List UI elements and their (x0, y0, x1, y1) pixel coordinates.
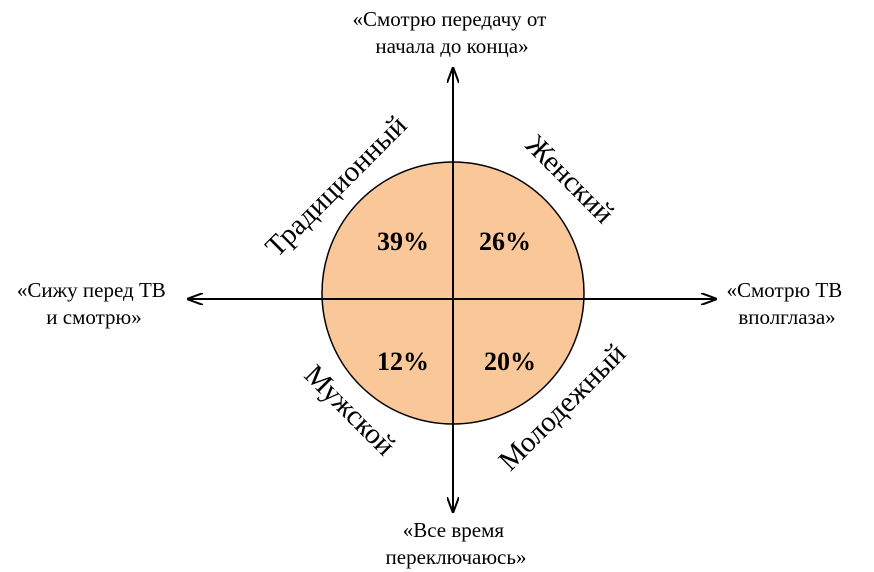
axis-label-right: «Смотрю ТВ вполглаза» (727, 278, 848, 329)
percent-top-left: 39% (377, 227, 429, 256)
axis-label-top: «Смотрю передачу от начала до конца» (352, 7, 551, 58)
percent-top-right: 26% (479, 227, 531, 256)
axis-label-bottom: «Все время переключаюсь» (386, 518, 527, 569)
axis-label-left: «Сижу перед ТВ и смотрю» (17, 278, 171, 329)
percent-bottom-left: 12% (377, 347, 429, 376)
percent-bottom-right: 20% (484, 347, 536, 376)
